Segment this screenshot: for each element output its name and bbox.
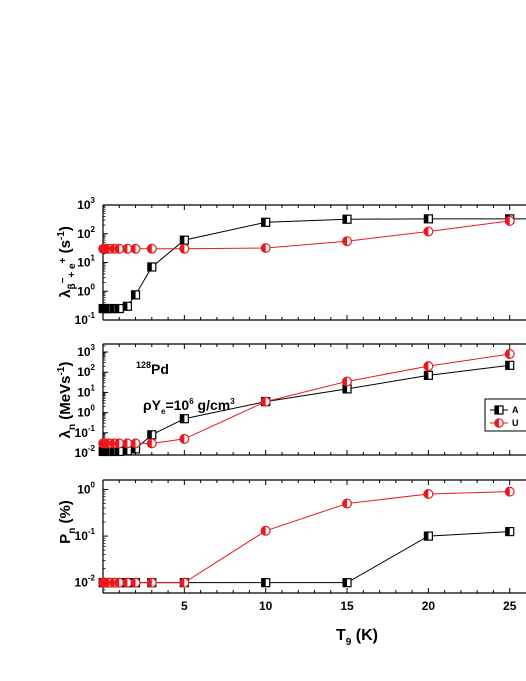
panel1-series-u-point — [114, 243, 125, 254]
panel1-series-a-point — [147, 262, 157, 272]
panel2-series-a-point — [114, 446, 124, 457]
panel2-series-a-point — [505, 360, 515, 370]
panel3-series-a-line — [103, 531, 510, 584]
panel3-series-u-point — [504, 486, 515, 497]
panel1-series-a-point — [114, 303, 124, 314]
panel2-series-a-point — [423, 370, 433, 380]
legend: A U — [484, 398, 526, 432]
panel1-y-tick-label: 10-1 — [75, 311, 96, 327]
legend-label-u: U — [512, 418, 519, 428]
panel1-ylabel: λβ−+ e+ (s-1) — [56, 226, 78, 298]
panel2-series-u-point — [122, 438, 133, 449]
panel2-series-u-point — [114, 438, 125, 449]
panel1-series-u-point — [146, 243, 157, 254]
panel3-series-a-point — [423, 531, 433, 541]
panel3-series-a-point — [261, 578, 271, 588]
panel2-y-tick-label: 10-1 — [75, 424, 96, 440]
panel2-y-tick-label: 103 — [77, 343, 95, 359]
panel1-y-tick-label: 103 — [77, 196, 95, 212]
x-tick-label: 10 — [259, 599, 273, 613]
panel2-series-u-point — [179, 433, 190, 444]
panel3-series-u-point — [114, 577, 125, 588]
panel3-series-u-line — [103, 491, 510, 584]
nucleus-annotation: 128Pd — [136, 360, 169, 377]
panel3-y-tick-label: 100 — [77, 481, 95, 497]
panel2-y-tick-label: 102 — [77, 363, 95, 379]
panel2-series-u-point — [342, 376, 353, 387]
panel3-y-tick-label: 10-1 — [75, 527, 96, 543]
panel1-series-u-point — [260, 242, 271, 253]
x-tick-label: 20 — [422, 599, 436, 613]
panel2-series-u-point — [130, 438, 141, 449]
panel3-series-a-point — [342, 578, 352, 588]
panel2-series-u-point — [423, 361, 434, 372]
x-tick-label: 5 — [181, 599, 188, 613]
panel1-series-u-point — [179, 243, 190, 254]
panel1-series-u-point — [342, 236, 353, 247]
panel3-series-a-point — [505, 526, 515, 537]
panel1-series-a-point — [261, 217, 271, 227]
panel1-series-a-point — [179, 235, 189, 245]
panel1-series-a-point — [423, 214, 433, 224]
panel1-y-tick-label: 100 — [77, 282, 95, 298]
panel1-series-u-point — [504, 215, 515, 226]
panel1-series-a-point — [342, 214, 352, 224]
x-tick-label: 15 — [340, 599, 354, 613]
panel1-series-a-line — [103, 218, 526, 310]
x-tick-label: 25 — [503, 599, 517, 613]
panel3-series-u-point — [423, 489, 434, 500]
panel2-y-tick-label: 101 — [77, 383, 95, 399]
panel1-series-u-point — [130, 243, 141, 254]
panel2-ylabel: λn (MeVs-1) — [56, 362, 78, 439]
panel2-series-a-point — [179, 414, 189, 424]
panel3-series-u-point — [130, 577, 141, 588]
panel2-series-a-point — [147, 430, 157, 440]
panel1-series-u-point — [423, 226, 434, 237]
panel3-series-u-point — [342, 498, 353, 509]
legend-label-a: A — [512, 405, 519, 415]
panel2-series-u-point — [260, 396, 271, 407]
panel1-series-a-point — [122, 301, 133, 311]
x-axis-label: T9 (K) — [336, 627, 378, 648]
panel1-series-u-point — [122, 243, 133, 254]
panel2-series-u-point — [504, 348, 515, 359]
density-annotation: ρYe=106 g/cm3 — [143, 397, 235, 416]
panel2-series-u-point — [146, 438, 157, 449]
panel3-y-tick-label: 10-2 — [75, 574, 96, 590]
panel2-y-tick-label: 10-2 — [75, 444, 96, 460]
panel3-series-u-point — [146, 577, 157, 588]
panel3-series-u-point — [179, 577, 190, 588]
panel2-y-tick-label: 100 — [77, 404, 95, 420]
panel1-series-u-line — [103, 220, 510, 250]
panel3-series-u-point — [122, 577, 133, 588]
panel1-y-tick-label: 102 — [77, 225, 95, 241]
panel1-series-a-point — [130, 290, 141, 300]
panel3-series-u-point — [260, 525, 271, 536]
panel1-y-tick-label: 101 — [77, 254, 95, 270]
